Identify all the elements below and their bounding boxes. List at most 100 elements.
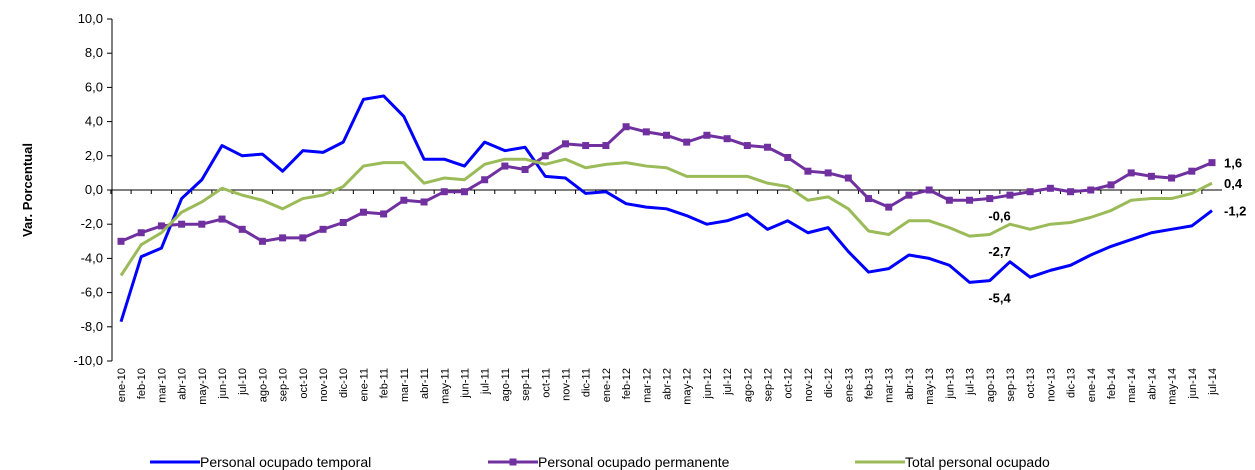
x-tick-label: dic-10: [338, 368, 350, 398]
legend-label: Personal ocupado permanente: [538, 454, 730, 470]
x-tick-label: jun-12: [702, 368, 714, 400]
x-tick-label: oct-12: [783, 368, 795, 399]
marker: [198, 220, 206, 228]
marker: [642, 128, 650, 136]
marker: [359, 208, 367, 216]
x-tick-label: feb-12: [621, 368, 633, 399]
marker: [1147, 172, 1155, 180]
x-tick-label: feb-11: [379, 368, 391, 398]
x-tick-label: mar-13: [884, 368, 896, 403]
marker: [460, 188, 468, 196]
marker: [804, 167, 812, 175]
marker: [703, 131, 711, 139]
x-tick-label: jul-12: [722, 368, 734, 396]
marker: [380, 210, 388, 218]
x-tick-label: ene-12: [601, 368, 613, 402]
marker: [1087, 186, 1095, 194]
value-label: -0,6: [988, 208, 1010, 223]
marker: [885, 203, 893, 211]
marker: [178, 220, 186, 228]
marker: [339, 218, 347, 226]
series-line: [119, 157, 1213, 277]
x-tick-label: sep-12: [763, 368, 775, 402]
x-tick-label: ago-13: [985, 368, 997, 402]
x-tick-label: abr-12: [662, 368, 674, 400]
marker: [1067, 188, 1075, 196]
value-label: -1,2: [1224, 204, 1246, 219]
x-tick-label: oct-10: [298, 368, 310, 399]
marker: [157, 222, 165, 230]
x-tick-label: jun-13: [944, 368, 956, 400]
legend-label: Total personal ocupado: [905, 454, 1050, 470]
x-tick-label: may-14: [1167, 368, 1179, 405]
series-line: [119, 94, 1213, 323]
y-tick-label: -4,0: [81, 250, 103, 265]
marker: [945, 196, 953, 204]
x-tick-label: ago-10: [257, 368, 269, 402]
x-tick-label: mar-12: [641, 368, 653, 403]
x-tick-label: feb-14: [1106, 368, 1118, 399]
x-tick-label: abr-11: [419, 368, 431, 399]
y-tick-label: -2,0: [81, 216, 103, 231]
marker: [319, 225, 327, 233]
x-tick-label: abr-10: [177, 368, 189, 400]
value-label: 0,4: [1224, 176, 1243, 191]
x-tick-label: ago-11: [500, 368, 512, 401]
x-tick-label: jul-14: [1207, 368, 1219, 396]
x-tick-label: jun-10: [217, 368, 229, 400]
x-tick-label: oct-13: [1025, 368, 1037, 399]
x-tick-label: sep-10: [278, 368, 290, 402]
x-tick-label: abr-13: [904, 368, 916, 400]
x-tick-label: sep-13: [1005, 368, 1017, 402]
y-tick-label: 2,0: [85, 148, 103, 163]
marker: [905, 191, 913, 199]
marker: [622, 123, 630, 131]
marker: [784, 154, 792, 162]
marker: [582, 142, 590, 150]
x-tick-label: nov-12: [803, 368, 815, 402]
marker: [663, 131, 670, 139]
x-tick-label: may-10: [197, 368, 209, 405]
marker: [440, 188, 448, 196]
marker: [683, 138, 691, 146]
marker: [299, 234, 307, 242]
x-tick-label: feb-10: [136, 368, 148, 399]
marker: [279, 234, 287, 242]
marker: [258, 237, 266, 245]
y-tick-label: 6,0: [85, 79, 103, 94]
x-tick-label: may-11: [439, 368, 451, 404]
marker: [420, 198, 428, 206]
x-tick-label: dic-12: [823, 368, 835, 398]
marker: [723, 135, 731, 143]
marker: [986, 195, 994, 203]
marker: [966, 196, 974, 204]
x-tick-label: dic-11: [581, 368, 593, 397]
y-tick-label: 8,0: [85, 45, 103, 60]
x-tick-label: nov-11: [560, 368, 572, 401]
marker: [117, 237, 125, 245]
marker: [925, 186, 933, 194]
x-tick-label: abr-14: [1146, 368, 1158, 400]
x-tick-label: sep-11: [520, 368, 532, 401]
x-tick-label: nov-10: [318, 368, 330, 402]
marker: [1168, 174, 1176, 182]
marker: [561, 140, 569, 148]
marker: [1208, 159, 1216, 167]
marker: [218, 215, 226, 223]
legend-label: Personal ocupado temporal: [200, 454, 371, 470]
value-label: 1,6: [1224, 156, 1242, 171]
marker: [764, 143, 772, 151]
x-tick-label: ago-12: [742, 368, 754, 402]
value-label: -5,4: [988, 290, 1011, 305]
x-tick-label: dic-13: [1066, 368, 1078, 398]
x-tick-label: ene-14: [1086, 368, 1098, 402]
x-tick-label: may-12: [682, 368, 694, 405]
legend-marker: [509, 458, 517, 466]
marker: [1188, 167, 1196, 175]
marker: [501, 162, 509, 170]
marker: [824, 169, 832, 177]
x-tick-label: mar-10: [156, 368, 168, 403]
marker: [521, 165, 529, 173]
x-tick-label: oct-11: [540, 368, 552, 398]
